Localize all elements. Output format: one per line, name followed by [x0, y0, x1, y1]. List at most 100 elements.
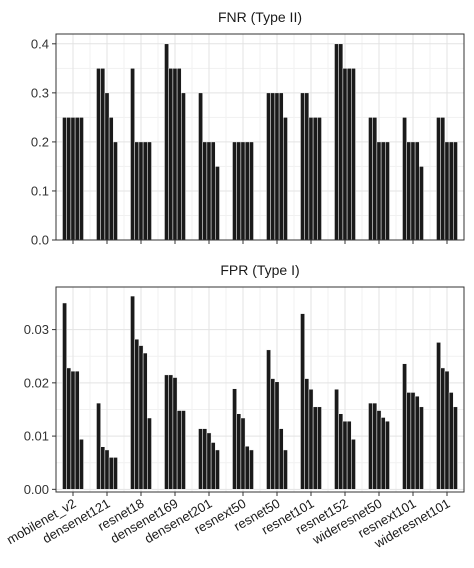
- bar-wideresnet50-3: [380, 141, 386, 241]
- bar-densenet169-0: [164, 374, 169, 490]
- bar-resnet18-4: [147, 417, 152, 490]
- bar-densenet169-3: [176, 410, 182, 490]
- bar-mobilenet_v2-1: [66, 117, 72, 241]
- y-tick-label: 0.1: [31, 183, 49, 198]
- bar-resnet152-0: [334, 388, 339, 490]
- bar-resnet18-1: [134, 141, 140, 241]
- bar-densenet169-2: [172, 68, 178, 241]
- bar-wideresnet50-0: [368, 117, 373, 241]
- bar-wideresnet50-1: [372, 402, 378, 490]
- bar-resnet101-4: [317, 117, 322, 241]
- panel-title: FPR (Type I): [220, 262, 299, 278]
- y-tick-label: 0.01: [24, 429, 49, 444]
- y-tick-label: 0.2: [31, 134, 49, 149]
- bar-resnext101-2: [410, 141, 416, 241]
- bar-resnet18-0: [130, 295, 135, 490]
- bar-resnext50-3: [244, 141, 250, 241]
- bar-densenet169-1: [168, 374, 174, 490]
- bar-densenet121-1: [100, 446, 106, 490]
- bar-wideresnet101-1: [440, 117, 446, 241]
- bar-resnext50-0: [232, 141, 237, 241]
- bar-resnet50-0: [266, 349, 271, 490]
- bar-wideresnet50-4: [385, 141, 390, 241]
- bar-densenet201-0: [198, 92, 203, 241]
- bar-resnext50-2: [240, 141, 246, 241]
- bar-wideresnet50-2: [376, 410, 382, 490]
- bar-densenet169-4: [181, 92, 186, 241]
- bar-densenet169-3: [176, 68, 182, 241]
- bar-densenet121-0: [96, 68, 101, 241]
- bar-resnet152-3: [346, 68, 352, 241]
- bar-resnet18-0: [130, 68, 135, 241]
- bar-mobilenet_v2-2: [70, 370, 76, 490]
- bar-resnext101-2: [410, 392, 416, 490]
- bar-resnext101-3: [414, 141, 420, 241]
- panel-title: FNR (Type II): [218, 9, 302, 25]
- bar-wideresnet101-3: [448, 141, 454, 241]
- bar-resnet50-0: [266, 92, 271, 241]
- bar-resnext101-4: [419, 406, 424, 490]
- chart-panel-1: FPR (Type I)0.000.010.020.03mobilenet_v2…: [4, 262, 465, 551]
- bar-resnet50-3: [278, 428, 284, 490]
- chart-panel-0: FNR (Type II) 0.0 0.1 0.2 0.3 0.4: [31, 9, 465, 248]
- bar-resnet152-1: [338, 413, 344, 490]
- bar-densenet121-2: [104, 449, 110, 490]
- bar-densenet169-1: [168, 68, 174, 241]
- bar-mobilenet_v2-4: [79, 439, 84, 490]
- bar-densenet121-4: [113, 141, 118, 241]
- bar-densenet201-3: [210, 141, 216, 241]
- bar-resnet101-4: [317, 406, 322, 490]
- bar-densenet121-0: [96, 402, 101, 490]
- bar-densenet121-1: [100, 68, 106, 241]
- bar-mobilenet_v2-4: [79, 117, 84, 241]
- bar-resnet50-2: [274, 92, 280, 241]
- bar-resnet152-2: [342, 68, 348, 241]
- bar-resnet101-0: [300, 92, 305, 241]
- bar-wideresnet101-0: [436, 117, 441, 241]
- bar-resnet50-2: [274, 381, 280, 490]
- bar-resnet101-3: [312, 117, 318, 241]
- bar-resnext50-4: [249, 141, 254, 241]
- bar-wideresnet101-0: [436, 342, 441, 490]
- bar-densenet121-4: [113, 457, 118, 490]
- bar-densenet201-0: [198, 428, 203, 490]
- bar-resnet101-2: [308, 117, 314, 241]
- bar-wideresnet50-2: [376, 141, 382, 241]
- bar-resnet152-4: [351, 439, 356, 490]
- bar-densenet201-4: [215, 166, 220, 241]
- bar-resnet101-1: [304, 378, 310, 490]
- bar-resnet18-3: [142, 141, 148, 241]
- bar-resnet18-4: [147, 141, 152, 241]
- bar-wideresnet101-4: [453, 406, 458, 490]
- bar-mobilenet_v2-1: [66, 367, 72, 490]
- bar-resnext50-2: [240, 417, 246, 490]
- bar-mobilenet_v2-0: [62, 117, 67, 241]
- bar-densenet201-1: [202, 428, 208, 490]
- bar-wideresnet101-1: [440, 367, 446, 490]
- bar-mobilenet_v2-3: [74, 370, 80, 490]
- bar-densenet169-0: [164, 43, 169, 241]
- bar-resnet18-2: [138, 141, 144, 241]
- bar-resnet50-3: [278, 92, 284, 241]
- bar-resnet152-4: [351, 68, 356, 241]
- bar-resnet152-3: [346, 420, 352, 490]
- bar-resnet18-3: [142, 352, 148, 490]
- bar-resnet152-1: [338, 43, 344, 241]
- bar-resnext101-1: [406, 392, 412, 490]
- bar-densenet201-1: [202, 141, 208, 241]
- bar-resnet101-1: [304, 92, 310, 241]
- y-tick-label: 0.00: [24, 482, 49, 497]
- bar-resnext50-0: [232, 388, 237, 490]
- bar-densenet121-3: [108, 457, 114, 490]
- bar-densenet121-2: [104, 92, 110, 241]
- bar-resnet18-1: [134, 338, 140, 490]
- bar-resnet152-2: [342, 420, 348, 490]
- bar-resnet50-4: [283, 449, 288, 490]
- bar-resnet50-1: [270, 378, 276, 490]
- bar-wideresnet101-3: [448, 392, 454, 490]
- y-tick-label: 0.3: [31, 85, 49, 100]
- bar-densenet201-2: [206, 141, 212, 241]
- bar-densenet121-3: [108, 117, 114, 241]
- bar-wideresnet50-0: [368, 402, 373, 490]
